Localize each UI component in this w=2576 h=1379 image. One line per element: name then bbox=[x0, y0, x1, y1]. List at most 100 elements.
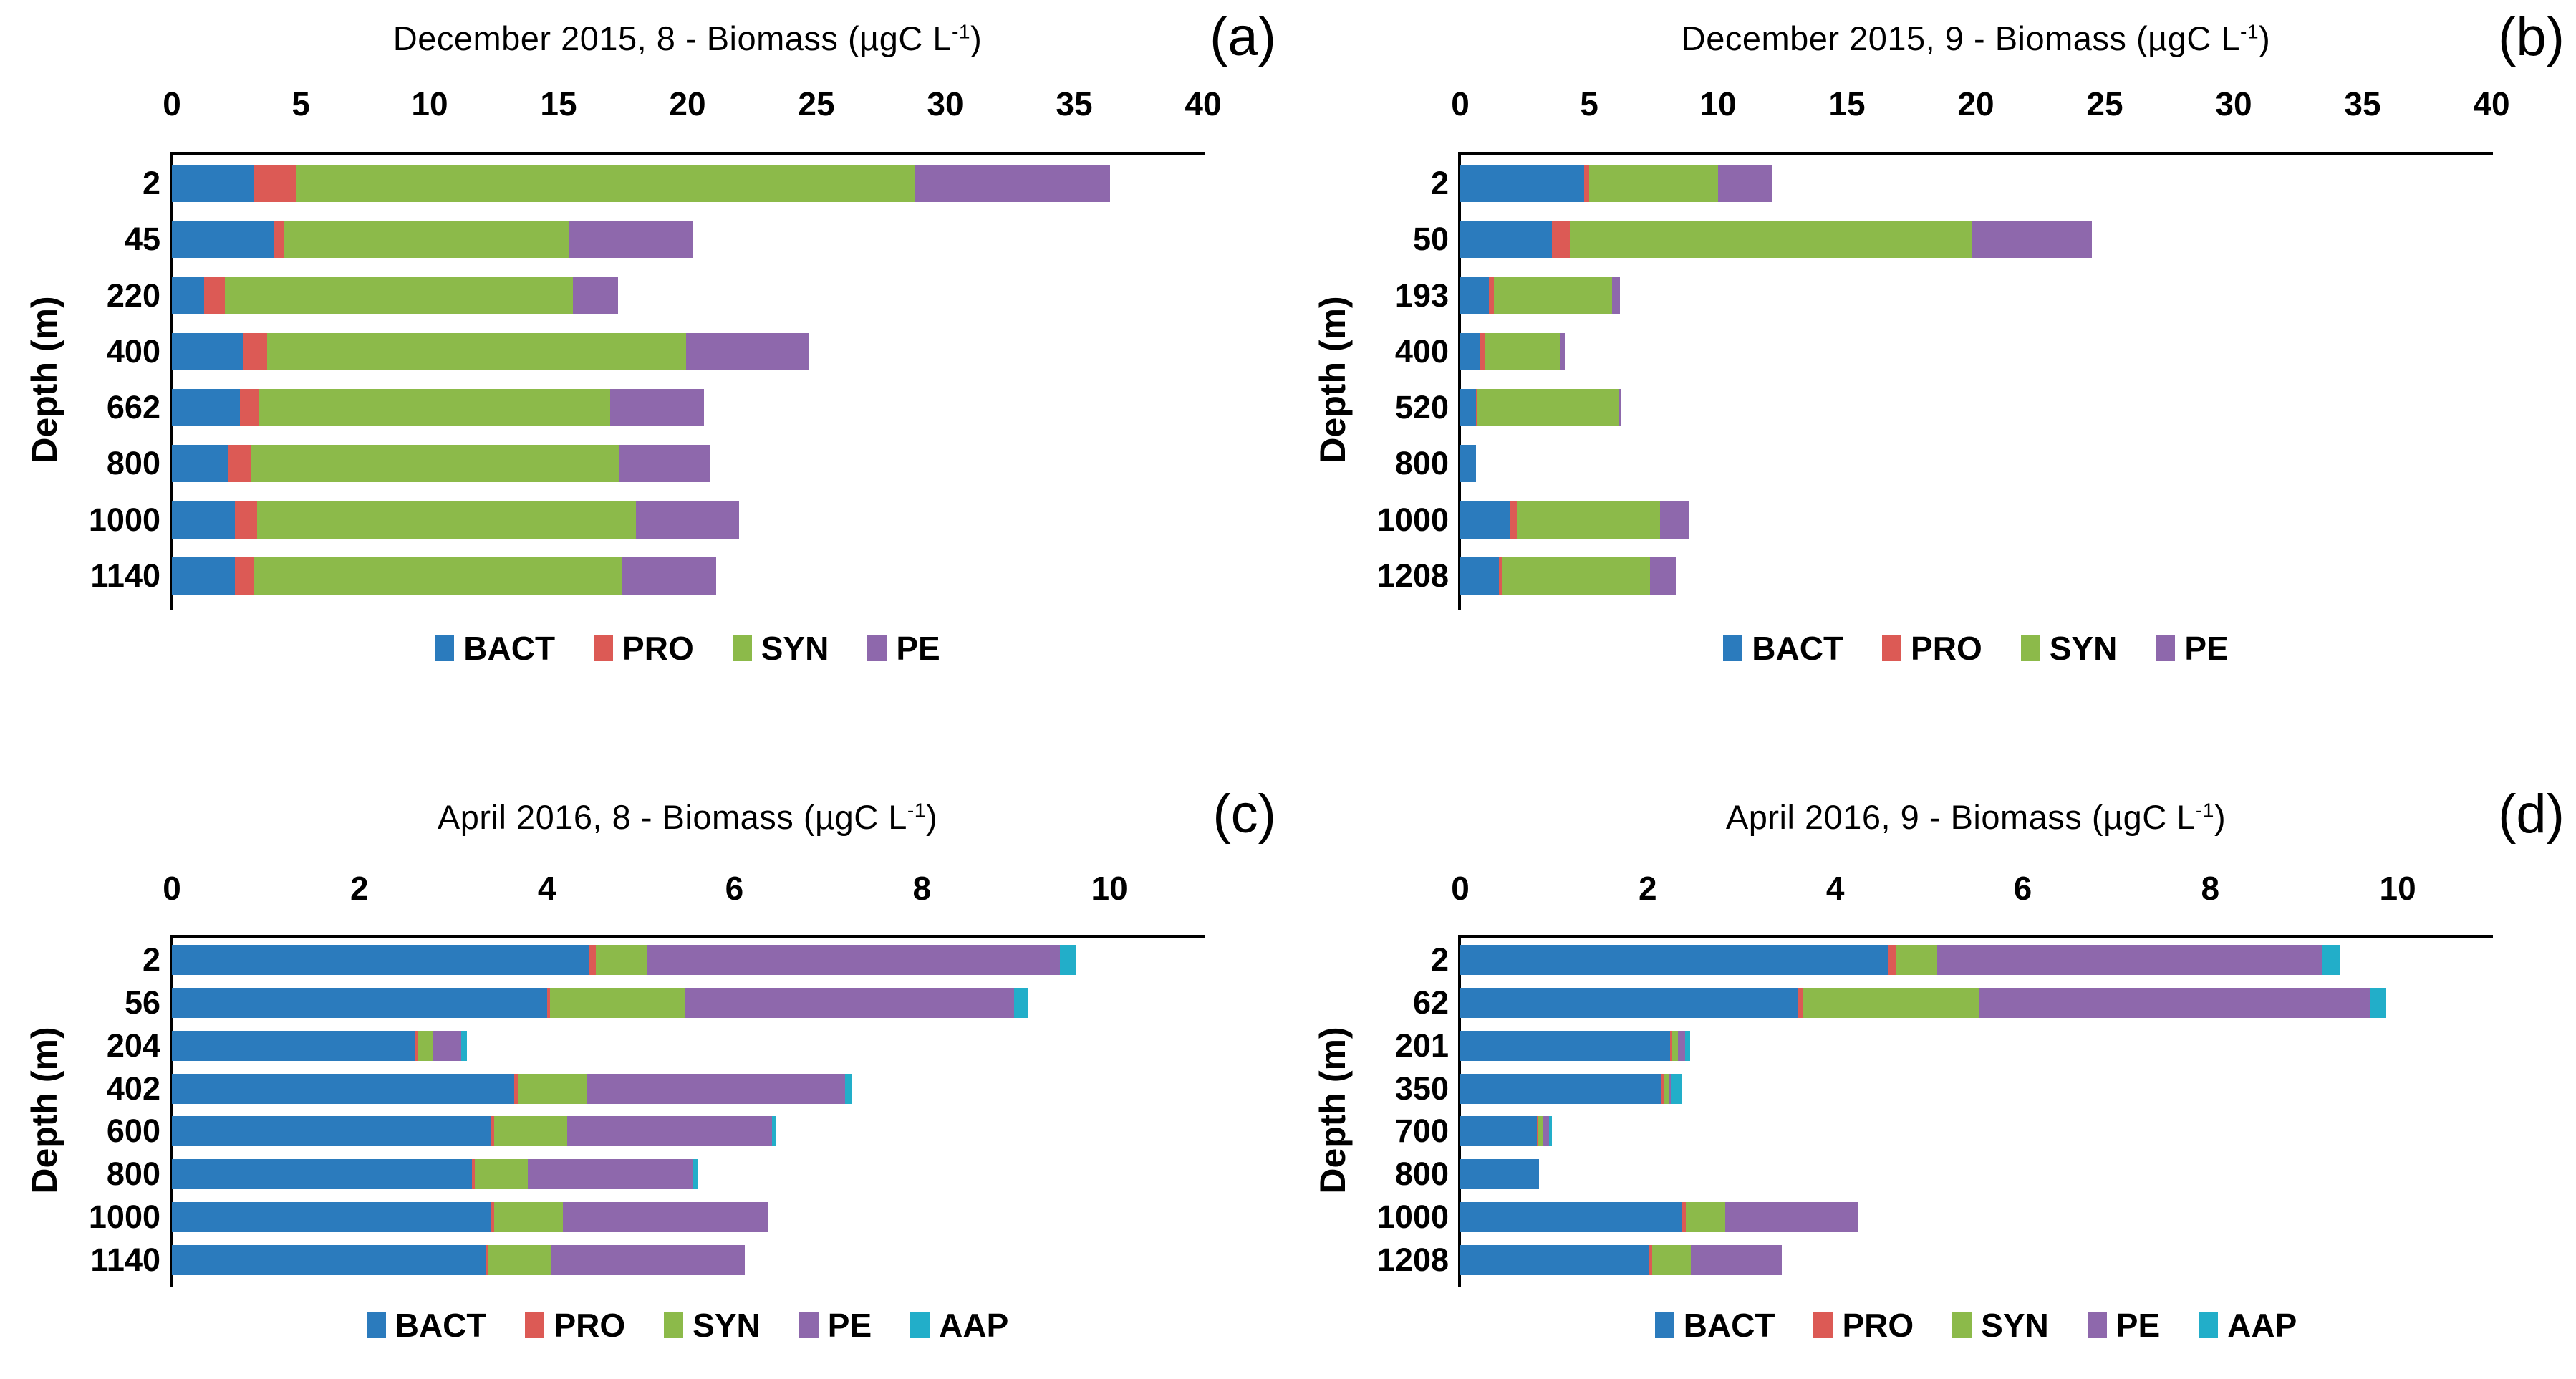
x-tick-label: 35 bbox=[2344, 85, 2381, 122]
bar-segment-pe bbox=[686, 332, 809, 370]
bar-row-depth-600 bbox=[172, 1116, 777, 1147]
x-tick-label: 0 bbox=[1451, 85, 1470, 122]
bar-segment-bact bbox=[172, 557, 236, 595]
bar-segment-aap bbox=[1549, 1116, 1553, 1147]
bar-segment-pe bbox=[1559, 332, 1565, 370]
y-tick-label: 62 bbox=[1412, 984, 1449, 1021]
legend-swatch-pe bbox=[2156, 635, 2176, 661]
bar-segment-aap bbox=[844, 1073, 852, 1104]
legend-swatch-aap bbox=[910, 1312, 930, 1338]
bar-row-depth-62 bbox=[1460, 987, 2386, 1018]
bar-segment-pe bbox=[1691, 1245, 1782, 1276]
legend-swatch-syn bbox=[664, 1312, 684, 1338]
bar-segment-syn bbox=[1686, 1202, 1726, 1233]
bar-segment-syn bbox=[254, 557, 622, 595]
bar-segment-pro bbox=[1583, 165, 1589, 203]
x-tick-label: 2 bbox=[1639, 870, 1657, 907]
legend-swatch-bact bbox=[366, 1312, 386, 1338]
bar-segment-pro bbox=[204, 277, 225, 314]
bar-segment-pe bbox=[551, 1245, 745, 1276]
x-tick-label: 8 bbox=[912, 870, 932, 907]
bar-segment-pro bbox=[1682, 1202, 1687, 1233]
bar-segment-bact bbox=[172, 1030, 416, 1061]
bar-segment-bact bbox=[172, 389, 241, 427]
x-tick-label: 5 bbox=[291, 85, 310, 122]
bar-segment-syn bbox=[418, 1030, 433, 1061]
bar-segment-pro bbox=[1488, 277, 1494, 314]
bar-segment-aap bbox=[1671, 1073, 1683, 1104]
bar-segment-pe bbox=[572, 277, 618, 314]
legend-label: PE bbox=[896, 630, 940, 667]
bar-segment-pe bbox=[1972, 221, 2092, 259]
bar-segment-bact bbox=[172, 1245, 486, 1276]
legend-swatch-pe bbox=[2087, 1312, 2107, 1338]
bar-segment-pe bbox=[685, 987, 1014, 1018]
x-tick-label: 25 bbox=[2086, 85, 2123, 122]
bar-segment-bact bbox=[1460, 1245, 1650, 1276]
bar-segment-bact bbox=[1460, 1202, 1683, 1233]
bar-segment-bact bbox=[1460, 277, 1489, 314]
bar-row-depth-201 bbox=[1460, 1030, 1690, 1061]
legend-label: PRO bbox=[622, 630, 694, 667]
y-tick-label: 2 bbox=[142, 941, 160, 978]
x-tick-label: 20 bbox=[1957, 85, 1994, 122]
x-tick-label: 40 bbox=[1185, 85, 1222, 122]
y-tick-label: 45 bbox=[124, 221, 160, 258]
legend-label: PE bbox=[2184, 630, 2229, 667]
bar-row-depth-1140 bbox=[172, 1245, 745, 1276]
bar-row-depth-1000 bbox=[1460, 1202, 1859, 1233]
legend-label: SYN bbox=[1981, 1307, 2049, 1344]
bar-segment-pe bbox=[1725, 1202, 1859, 1233]
bar-segment-pe bbox=[1619, 389, 1621, 427]
x-tick-label: 10 bbox=[1699, 85, 1737, 122]
y-axis-line bbox=[1458, 152, 1461, 610]
legend-item-pe: PE bbox=[867, 629, 940, 668]
bar-row-depth-50 bbox=[1460, 221, 2092, 259]
bar-segment-bact bbox=[1460, 557, 1499, 595]
bar-segment-bact bbox=[172, 1073, 514, 1104]
panel-april-2016-station-9: April 2016, 9 - Biomass (µgC L-1) (d) De… bbox=[1288, 690, 2576, 1379]
bar-segment-pro bbox=[228, 445, 251, 483]
bar-segment-pro bbox=[254, 165, 296, 203]
bar-row-depth-1208 bbox=[1460, 557, 1676, 595]
y-tick-label: 1140 bbox=[90, 1241, 160, 1279]
y-tick-label: 800 bbox=[106, 445, 160, 482]
legend-item-aap: AAP bbox=[910, 1306, 1008, 1345]
bar-row-depth-1140 bbox=[172, 557, 716, 595]
y-tick-label: 350 bbox=[1394, 1070, 1449, 1107]
y-tick-label: 56 bbox=[124, 984, 160, 1021]
bar-segment-pro bbox=[235, 557, 255, 595]
x-tick-label: 20 bbox=[669, 85, 706, 122]
bar-row-depth-400 bbox=[172, 332, 809, 370]
legend: BACT PRO SYN PE bbox=[172, 629, 1203, 668]
legend-item-pro: PRO bbox=[1882, 629, 1982, 668]
bar-segment-pe bbox=[1937, 944, 2322, 975]
bar-segment-syn bbox=[1493, 277, 1613, 314]
bar-segment-syn bbox=[1477, 389, 1619, 427]
bar-segment-bact bbox=[172, 445, 229, 483]
bar-row-depth-800 bbox=[1460, 445, 1476, 483]
bar-segment-pro bbox=[1480, 332, 1485, 370]
bar-segment-bact bbox=[172, 1202, 491, 1233]
bar-segment-pe bbox=[567, 1116, 772, 1147]
bar-segment-pe bbox=[622, 557, 716, 595]
legend-item-syn: SYN bbox=[1952, 1306, 2049, 1345]
bar-row-depth-56 bbox=[172, 987, 1028, 1018]
panel-letter: (a) bbox=[1210, 6, 1276, 67]
bar-row-depth-400 bbox=[1460, 332, 1565, 370]
bar-segment-syn bbox=[1664, 1073, 1669, 1104]
y-tick-label: 400 bbox=[1394, 332, 1449, 370]
bar-segment-pro bbox=[491, 1202, 495, 1233]
bar-segment-pro bbox=[1888, 944, 1896, 975]
bar-segment-bact bbox=[172, 987, 547, 1018]
y-tick-label: 220 bbox=[106, 277, 160, 314]
y-tick-label: 662 bbox=[106, 389, 160, 426]
y-tick-label: 800 bbox=[1394, 1155, 1449, 1193]
bar-segment-bact bbox=[172, 332, 243, 370]
panel-letter: (d) bbox=[2498, 784, 2565, 845]
x-axis-line bbox=[1459, 935, 2493, 938]
legend-swatch-bact bbox=[1723, 635, 1743, 661]
y-tick-label: 1000 bbox=[88, 501, 160, 538]
bar-row-depth-700 bbox=[1460, 1116, 1553, 1147]
legend-swatch-pro bbox=[525, 1312, 545, 1338]
